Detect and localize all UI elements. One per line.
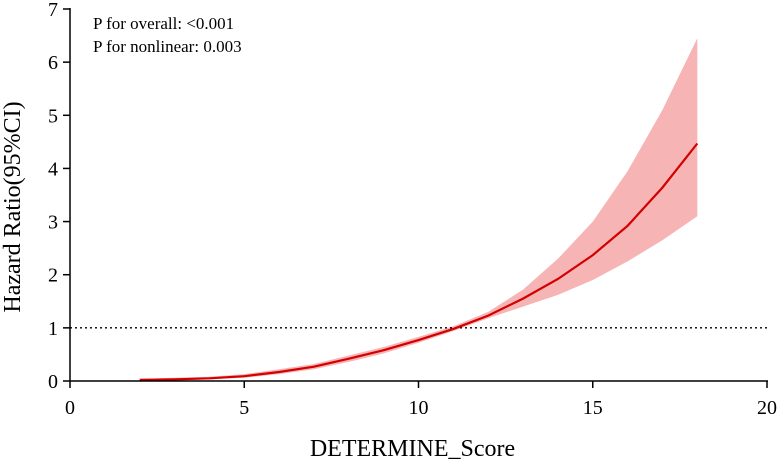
- y-tick-label: 2: [48, 265, 58, 287]
- p-value-annotation: P for nonlinear: 0.003: [93, 37, 242, 56]
- y-tick-label: 3: [48, 212, 58, 234]
- x-tick-label: 10: [409, 397, 429, 419]
- confidence-band: [139, 38, 698, 381]
- x-tick-label: 15: [583, 397, 603, 419]
- y-tick-label: 4: [48, 158, 58, 180]
- x-tick-label: 0: [65, 397, 75, 419]
- y-tick-label: 7: [48, 0, 58, 21]
- y-tick-label: 1: [48, 318, 58, 340]
- y-axis-title: Hazard Ratio(95%CI): [0, 101, 26, 312]
- x-tick-label: 20: [757, 397, 777, 419]
- y-tick-label: 6: [48, 52, 58, 74]
- x-tick-label: 5: [239, 397, 249, 419]
- hazard-ratio-line: [139, 142, 699, 381]
- y-tick-label: 5: [48, 105, 58, 127]
- y-tick-label: 0: [48, 371, 58, 393]
- p-value-annotation: P for overall: <0.001: [93, 14, 234, 33]
- x-axis-title: DETERMINE_Score: [310, 436, 515, 462]
